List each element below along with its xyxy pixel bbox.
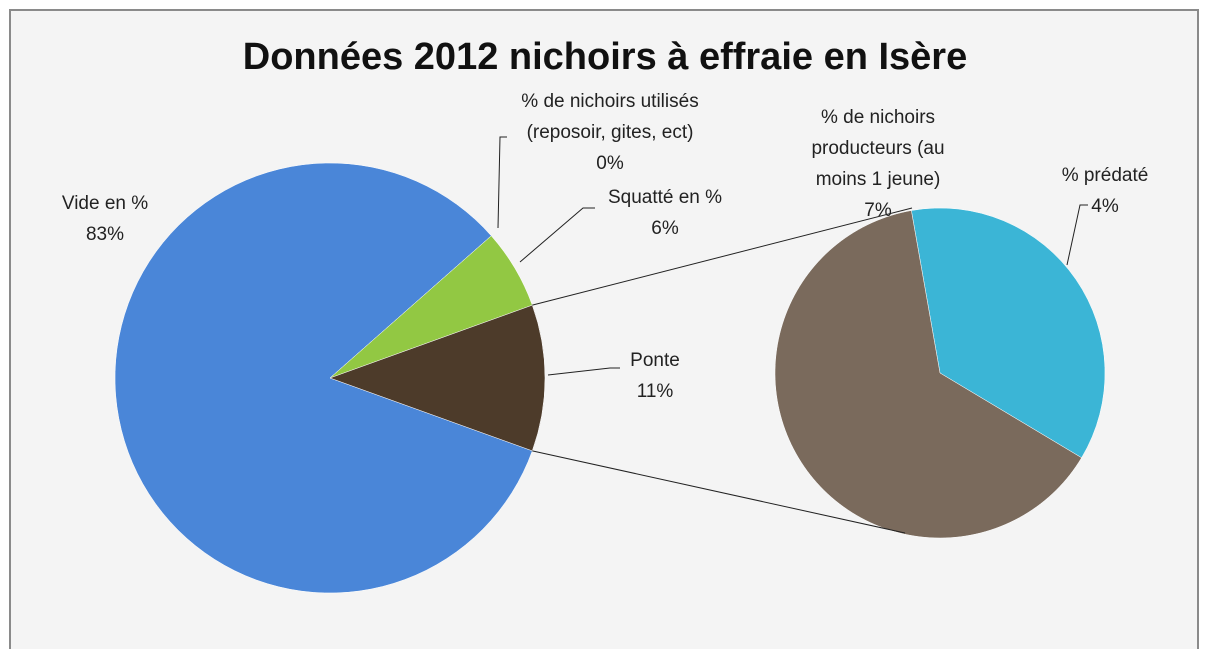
label-text: % prédaté bbox=[1061, 165, 1149, 186]
label-text: 0% bbox=[596, 153, 624, 174]
label-text: 7% bbox=[864, 200, 892, 221]
data-label: Vide en % 83% bbox=[35, 188, 175, 250]
pie-slice bbox=[911, 207, 1106, 459]
label-text: % de nichoirs utilisés (reposoir, gites,… bbox=[521, 91, 699, 143]
label-text: Ponte bbox=[630, 350, 680, 371]
chart-title: Données 2012 nichoirs à effraie en Isère bbox=[242, 36, 968, 78]
leader-line bbox=[547, 367, 620, 376]
data-label: % prédaté 4% bbox=[1045, 160, 1165, 222]
label-text: 83% bbox=[85, 224, 125, 245]
label-text: 6% bbox=[651, 218, 679, 239]
leader-line bbox=[497, 136, 507, 229]
pie-slice bbox=[329, 304, 546, 452]
pie-slice bbox=[114, 162, 533, 594]
data-label: % de nichoirs producteurs (au moins 1 je… bbox=[793, 102, 963, 226]
connector-line bbox=[532, 207, 913, 306]
data-label: Ponte 11% bbox=[595, 345, 715, 407]
data-label: % de nichoirs utilisés (reposoir, gites,… bbox=[480, 86, 740, 179]
label-text: Squatté en % bbox=[607, 187, 723, 208]
label-text: Vide en % bbox=[61, 193, 149, 214]
pie-slice bbox=[774, 210, 1082, 539]
leader-line bbox=[1066, 204, 1088, 266]
label-text: 4% bbox=[1091, 196, 1119, 217]
label-text: % de nichoirs producteurs (au moins 1 je… bbox=[811, 107, 945, 190]
leader-line bbox=[519, 207, 595, 263]
label-text: 11% bbox=[636, 381, 674, 402]
connector-line bbox=[532, 450, 906, 534]
data-label: Squatté en % 6% bbox=[575, 182, 755, 244]
